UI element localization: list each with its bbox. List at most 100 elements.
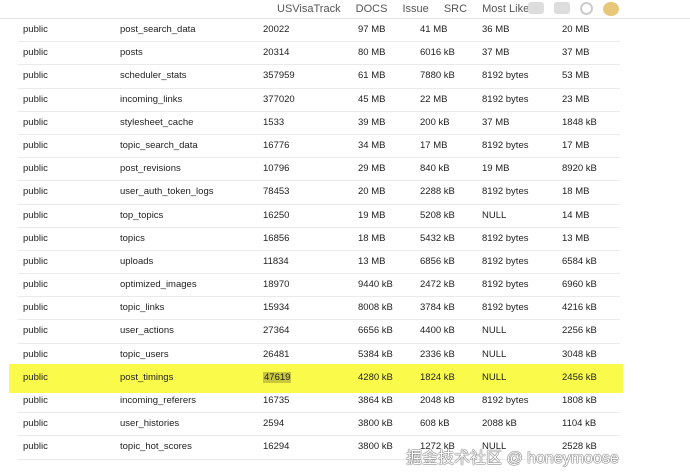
table-cell: 2472 kB [420, 279, 455, 291]
table-row: public scheduler_stats 357959 61 MB 7880 kB 8… [18, 65, 620, 89]
table-cell: 97 MB [358, 24, 386, 35]
avatar[interactable] [603, 2, 619, 16]
table-cell: 29 MB [358, 163, 386, 175]
selected-text: 47619 [263, 371, 292, 383]
table-cell: 17 MB [562, 139, 590, 151]
table-cell: 840 kB [420, 163, 450, 175]
table-cell: 8920 kB [562, 163, 597, 175]
table-cell: 6960 kB [562, 279, 597, 291]
table-cell: 13 MB [358, 255, 386, 267]
table-cell: 8192 bytes [482, 139, 529, 151]
table-cell: 3048 kB [562, 348, 597, 360]
table-cell: public [23, 93, 48, 105]
table-cell: topic_users [120, 348, 169, 360]
table-cell: public [23, 139, 48, 151]
table-cell: 5384 kB [358, 348, 393, 360]
table-cell: optimized_images [120, 279, 197, 291]
table-cell: 16735 [263, 395, 290, 406]
table-cell: 37 MB [562, 47, 590, 59]
table-row: public incoming_links 377020 45 MB 22 MB 8192… [18, 89, 620, 112]
table-cell: NULL [482, 441, 507, 453]
table-cell: public [23, 279, 48, 291]
table-cell: post_revisions [120, 163, 181, 175]
table-cell: 6656 kB [358, 325, 393, 337]
table-cell: 2088 kB [482, 418, 517, 430]
table-cell: 18970 [263, 279, 290, 291]
table-cell: 8192 bytes [482, 255, 529, 267]
table-cell: 20 MB [358, 186, 386, 198]
table-cell: 8008 kB [358, 302, 393, 314]
top-header: USVisaTrack DOCS Issue SRC Most Liked [0, 0, 690, 19]
table-cell: 5208 kB [420, 209, 455, 221]
calendar-icon[interactable] [554, 2, 570, 14]
table-row: public uploads 11834 13 MB 6856 kB 8192 bytes… [18, 251, 620, 275]
search-icon[interactable] [580, 2, 593, 15]
table-cell: public [23, 325, 48, 337]
table-row: public post_search_data 20022 97 MB 41 MB 36 … [18, 19, 620, 43]
table-cell: 34 MB [358, 139, 386, 151]
table-cell: 10796 [263, 163, 290, 175]
table-cell: 2288 kB [420, 186, 455, 198]
table-cell: 1848 kB [562, 116, 597, 128]
table-cell: 78453 [263, 186, 290, 198]
table-cell: 357959 [263, 70, 295, 82]
table-cell: 8192 bytes [482, 232, 529, 244]
table-cell: 4216 kB [562, 302, 597, 314]
table-cell: 22 MB [420, 93, 448, 105]
table-cell: user_actions [120, 325, 174, 337]
table-cell: 8192 bytes [482, 186, 529, 198]
table-cell: 37 MB [482, 116, 510, 128]
table-cell: 16856 [263, 232, 290, 244]
table-cell: 5432 kB [420, 232, 455, 244]
nav-docs[interactable]: DOCS [355, 3, 388, 15]
nav-usvisatrack[interactable]: USVisaTrack [277, 3, 341, 15]
table-cell: 20314 [263, 47, 290, 59]
table-cell: public [23, 186, 48, 198]
table-cell: 27364 [263, 325, 290, 337]
table-cell: public [23, 47, 48, 59]
table-cell: 2256 kB [562, 325, 597, 337]
nav-issue[interactable]: Issue [402, 3, 429, 15]
table-cell: 47619 [263, 367, 292, 389]
table-cell: post_timings [120, 371, 174, 383]
table-cell: user_auth_token_logs [120, 186, 214, 198]
table-row: public posts 20314 80 MB 6016 kB 37 MB 37 MB [18, 42, 620, 66]
table-row: public topics 16856 18 MB 5432 kB 8192 bytes 1… [18, 228, 620, 251]
table-cell: 1808 kB [562, 395, 597, 406]
table-cell: public [23, 232, 48, 244]
table-cell: topic_search_data [120, 139, 198, 151]
table-cell: 6584 kB [562, 255, 597, 267]
table-cell: top_topics [120, 209, 164, 221]
nav-src[interactable]: SRC [443, 3, 468, 15]
table-row: public top_topics 16250 19 MB 5208 kB NULL 14 … [18, 205, 620, 228]
table-cell: public [23, 163, 48, 175]
table-row: public user_actions 27364 6656 kB 4400 kB NUL… [18, 320, 620, 344]
table-cell: 16250 [263, 209, 290, 221]
table-cell: public [23, 209, 48, 221]
table-cell: 6856 kB [420, 255, 455, 267]
table-cell: 7880 kB [420, 70, 455, 82]
table-cell: 9440 kB [358, 279, 393, 291]
table-cell: 3784 kB [420, 302, 455, 314]
nav-most-liked[interactable]: Most Liked [482, 3, 536, 15]
table-row: public optimized_images 18970 9440 kB 2472 k… [18, 274, 620, 298]
table-cell: 61 MB [358, 70, 386, 82]
table-cell: 37 MB [482, 47, 510, 59]
table-cell: public [23, 116, 48, 128]
table-cell: 18 MB [358, 232, 386, 244]
table-cell: 1272 kB [420, 441, 455, 453]
table-row: public user_auth_token_logs 78453 20 MB 2288… [18, 181, 620, 205]
table-cell: 41 MB [420, 24, 448, 35]
table-cell: public [23, 441, 48, 453]
table-cell: 8192 bytes [482, 279, 529, 291]
table-cell: 14 MB [562, 209, 590, 221]
table-row: public post_revisions 10796 29 MB 840 kB 19 M… [18, 158, 620, 182]
table-cell: 1533 [263, 116, 285, 128]
chat-icon[interactable] [528, 2, 544, 14]
table-row: public topic_hot_scores 16294 3800 kB 1272 k… [18, 436, 620, 460]
table-cell: 80 MB [358, 47, 386, 59]
table-cell: 17 MB [420, 139, 448, 151]
table-cell: 1824 kB [420, 371, 455, 383]
table-cell: 4280 kB [358, 371, 393, 383]
table-cell: 39 MB [358, 116, 386, 128]
